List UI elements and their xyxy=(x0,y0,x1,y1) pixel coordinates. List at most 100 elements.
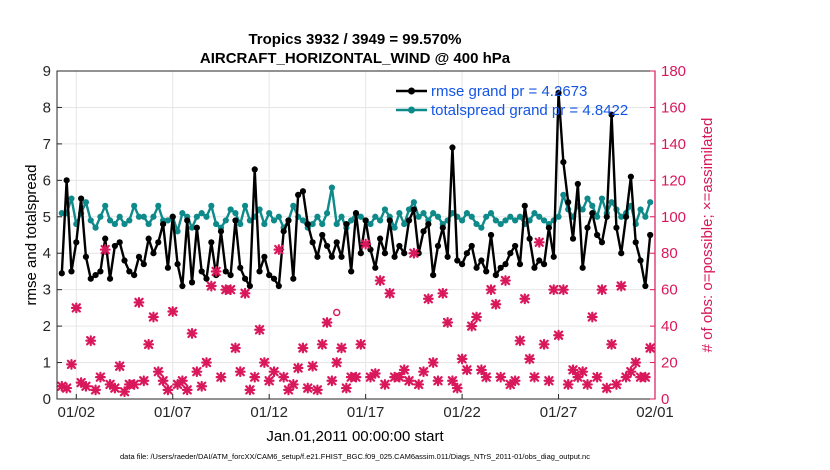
rmse-point xyxy=(439,224,446,231)
rmse-point xyxy=(275,282,282,290)
rmse-point xyxy=(545,224,553,231)
rmse-point xyxy=(102,235,109,242)
obs-assimilated-marker xyxy=(292,362,304,374)
rmse-point xyxy=(579,264,586,271)
obs-assimilated-series xyxy=(56,236,656,398)
obs-assimilated-marker xyxy=(80,380,92,392)
obs-assimilated-marker xyxy=(562,379,574,390)
rmse-point xyxy=(589,210,596,217)
obs-assimilated-marker xyxy=(437,287,449,299)
rmse-point xyxy=(111,242,118,250)
obs-assimilated-marker xyxy=(355,338,367,350)
totalspread-point xyxy=(637,206,644,213)
y-right-tick-label: 140 xyxy=(661,136,686,153)
rmse-line xyxy=(60,91,652,288)
totalspread-point xyxy=(102,202,109,209)
obs-assimilated-marker xyxy=(543,375,555,387)
obs-assimilated-marker xyxy=(398,364,410,376)
x-axis-ticks: 01/02 01/07 01/12 01/17 01/22 01/27 02/01 xyxy=(58,394,674,421)
rmse-point xyxy=(309,239,316,246)
obs-assimilated-marker xyxy=(210,266,222,277)
obs-assimilated-marker xyxy=(456,353,468,365)
rmse-point xyxy=(333,239,340,246)
obs-assimilated-marker xyxy=(601,382,613,394)
rmse-point xyxy=(536,257,543,264)
totalspread-point xyxy=(516,213,524,220)
obs-assimilated-marker xyxy=(225,284,237,296)
obs-assimilated-marker xyxy=(321,317,333,328)
totalspread-point xyxy=(405,206,413,213)
rmse-point xyxy=(203,275,210,282)
rmse-point xyxy=(622,213,630,220)
rmse-point xyxy=(405,217,413,224)
rmse-point xyxy=(362,217,369,224)
rmse-point xyxy=(319,231,326,239)
rmse-point xyxy=(454,257,461,264)
obs-assimilated-marker xyxy=(379,379,391,390)
y-tick-label: 5 xyxy=(43,209,51,226)
grid-lines xyxy=(57,70,656,400)
totalspread-point xyxy=(256,206,263,213)
obs-assimilated-marker xyxy=(538,338,550,350)
obs-assimilated-marker xyxy=(181,384,193,396)
totalspread-point xyxy=(396,210,403,217)
totalspread-point xyxy=(328,184,335,191)
x-tick-label: 01/02 xyxy=(58,404,96,421)
rmse-point xyxy=(463,250,471,257)
rmse-point xyxy=(594,231,601,239)
totalspread-point xyxy=(164,217,172,224)
obs-assimilated-marker xyxy=(157,375,169,387)
rmse-point xyxy=(82,253,90,260)
obs-assimilated-marker xyxy=(148,311,159,323)
totalspread-point xyxy=(560,191,567,199)
rmse-point xyxy=(391,253,398,260)
obs-assimilated-marker xyxy=(586,311,598,323)
rmse-point xyxy=(241,275,249,282)
totalspread-point xyxy=(502,217,509,224)
rmse-point xyxy=(285,217,292,224)
y-tick-label: 1 xyxy=(43,355,51,372)
rmse-point xyxy=(237,264,244,271)
rmse-point xyxy=(613,224,620,231)
obs-assimilated-marker xyxy=(591,371,603,383)
y-axis-right-label: # of obs: o=possible; ×=assimilated xyxy=(699,118,716,353)
obs-assimilated-marker xyxy=(615,280,627,292)
y-right-tick-label: 180 xyxy=(661,63,686,80)
obs-assimilated-marker xyxy=(610,379,622,390)
obs-assimilated-marker xyxy=(553,329,564,341)
chart-subtitle: AIRCRAFT_HORIZONTAL_WIND @ 400 hPa xyxy=(200,50,511,67)
totalspread-point xyxy=(319,220,326,228)
obs-assimilated-marker xyxy=(128,379,140,390)
rmse-point xyxy=(179,282,186,290)
rmse-point xyxy=(377,235,384,242)
rmse-point xyxy=(227,271,234,279)
obs-assimilated-marker xyxy=(557,284,569,296)
obs-assimilated-marker xyxy=(278,371,290,383)
rmse-point xyxy=(487,231,495,239)
totalspread-point xyxy=(116,213,123,220)
rmse-point xyxy=(174,261,181,268)
obs-assimilated-marker xyxy=(70,302,82,314)
obs-assimilated-marker xyxy=(393,371,405,383)
obs-assimilated-marker xyxy=(422,293,434,305)
rmse-point xyxy=(290,275,297,282)
totalspread-point xyxy=(430,210,437,217)
rmse-point xyxy=(516,261,524,268)
rmse-point xyxy=(232,217,239,224)
obs-assimilated-marker xyxy=(336,342,347,354)
rmse-point xyxy=(521,202,528,209)
obs-assimilated-marker xyxy=(176,375,188,387)
rmse-point xyxy=(637,257,644,264)
rmse-point xyxy=(458,261,466,268)
rmse-point xyxy=(497,264,504,271)
totalspread-point xyxy=(536,213,543,220)
obs-assimilated-marker xyxy=(99,244,111,255)
totalspread-point xyxy=(150,213,157,220)
totalspread-point xyxy=(198,210,205,217)
rmse-point xyxy=(314,253,321,260)
obs-assimilated-marker xyxy=(297,342,309,354)
totalspread-point xyxy=(270,217,278,224)
rmse-point xyxy=(584,224,591,231)
rmse-point xyxy=(222,268,229,275)
